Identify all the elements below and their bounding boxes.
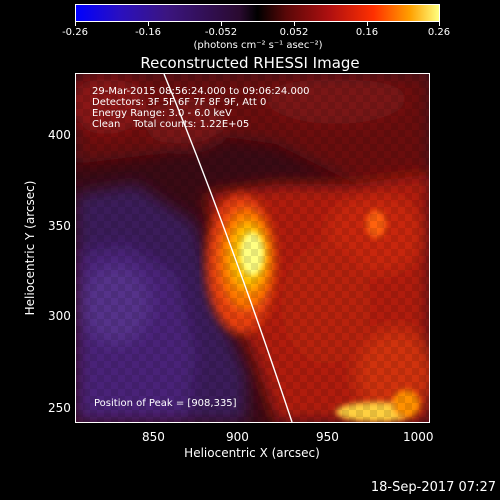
peak-position-text: Position of Peak = [908,335] [94, 398, 237, 409]
x-tick-label: 950 [316, 430, 339, 444]
y-axis-label: Heliocentric Y (arcsec) [23, 180, 37, 316]
x-tick-label: 900 [226, 430, 249, 444]
colorbar [75, 4, 440, 22]
image-title: Reconstructed RHESSI Image [140, 54, 360, 72]
x-axis-label: Heliocentric X (arcsec) [184, 446, 320, 460]
colorbar-tick-label: -0.16 [135, 27, 161, 38]
colorbar-tick [367, 22, 368, 26]
colorbar-tick-label: 0.26 [427, 27, 451, 38]
colorbar-tick-label: 0.052 [279, 27, 309, 38]
solar-limb-line [163, 74, 293, 422]
clean-counts-text: Clean Total counts: 1.22E+05 [92, 119, 250, 130]
y-tick-label: 250 [48, 401, 71, 415]
y-tick-label: 350 [48, 219, 71, 233]
detectors-text: Detectors: 3F 5F 6F 7F 8F 9F, Att 0 [92, 97, 267, 108]
solar-image: 29-Mar-2015 08:56:24.000 to 09:06:24.000… [75, 73, 430, 423]
time-range-text: 29-Mar-2015 08:56:24.000 to 09:06:24.000 [92, 86, 310, 97]
x-tick-label: 850 [142, 430, 165, 444]
colorbar-tick [294, 22, 295, 26]
energy-range-text: Energy Range: 3.0 - 6.0 keV [92, 108, 232, 119]
x-tick-label: 1000 [403, 430, 434, 444]
colorbar-tick-label: 0.16 [355, 27, 379, 38]
colorbar-tick [221, 22, 222, 26]
colorbar-tick [439, 22, 440, 26]
colorbar-tick-label: -0.052 [204, 27, 238, 38]
colorbar-unit: (photons cm⁻² s⁻¹ asec⁻²) [193, 40, 323, 51]
colorbar-tick [148, 22, 149, 26]
y-tick-label: 400 [48, 128, 71, 142]
y-tick-label: 300 [48, 309, 71, 323]
timestamp: 18-Sep-2017 07:27 [370, 480, 496, 495]
colorbar-tick-label: -0.26 [62, 27, 88, 38]
solar-image-canvas [76, 74, 429, 422]
colorbar-tick [75, 22, 76, 26]
